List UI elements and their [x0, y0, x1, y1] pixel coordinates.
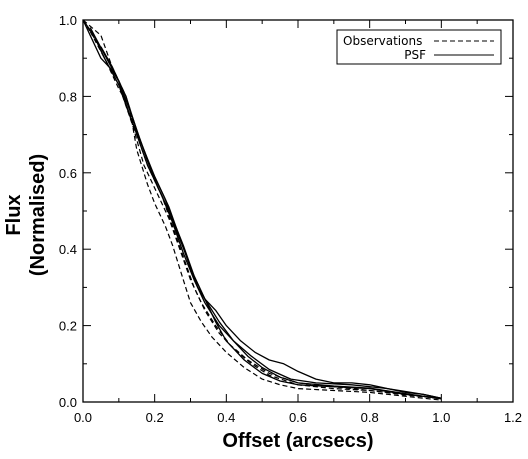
- axis-ticks: [82, 19, 514, 403]
- y-axis-title-line1: Flux: [3, 194, 25, 235]
- observation-line-2: [89, 31, 442, 399]
- psf-line-6: [89, 27, 442, 400]
- legend-box: [336, 29, 502, 65]
- psf-line-4: [82, 19, 442, 399]
- x-tick-label: 1.0: [432, 410, 450, 425]
- plot-frame: [82, 19, 514, 403]
- observation-line-1: [82, 19, 442, 400]
- x-axis-title: Offset (arcsecs): [222, 430, 373, 452]
- x-tick-label: 0.6: [289, 410, 307, 425]
- observation-line-0: [82, 19, 442, 401]
- y-tick-label: 0.8: [59, 89, 77, 104]
- y-tick-label: 0.6: [59, 166, 77, 181]
- y-tick-label: 0.2: [59, 319, 77, 334]
- legend-label-observations: Observations: [343, 34, 422, 48]
- series-layer: [82, 19, 442, 401]
- y-tick-label: 0.0: [59, 395, 77, 410]
- legend: Observations PSF: [336, 29, 502, 65]
- y-tick-label: 1.0: [59, 13, 77, 28]
- y-tick-label: 0.4: [59, 242, 77, 257]
- psf-line-3: [82, 19, 442, 399]
- y-axis-title: Flux (Normalised): [3, 154, 49, 276]
- y-axis-title-line2: (Normalised): [27, 154, 49, 276]
- x-tick-label: 0.2: [146, 410, 164, 425]
- x-tick-label: 0.0: [74, 410, 92, 425]
- legend-label-psf: PSF: [404, 48, 426, 62]
- x-tick-label: 0.4: [217, 410, 235, 425]
- psf-line-5: [100, 46, 442, 399]
- x-tick-label: 0.8: [361, 410, 379, 425]
- x-tick-label: 1.2: [504, 410, 522, 425]
- axis-tick-labels: 0.0 0.2 0.4 0.6 0.8 1.0 1.2 0.0 0.2 0.4 0.6 0.8 1.0: [59, 13, 522, 425]
